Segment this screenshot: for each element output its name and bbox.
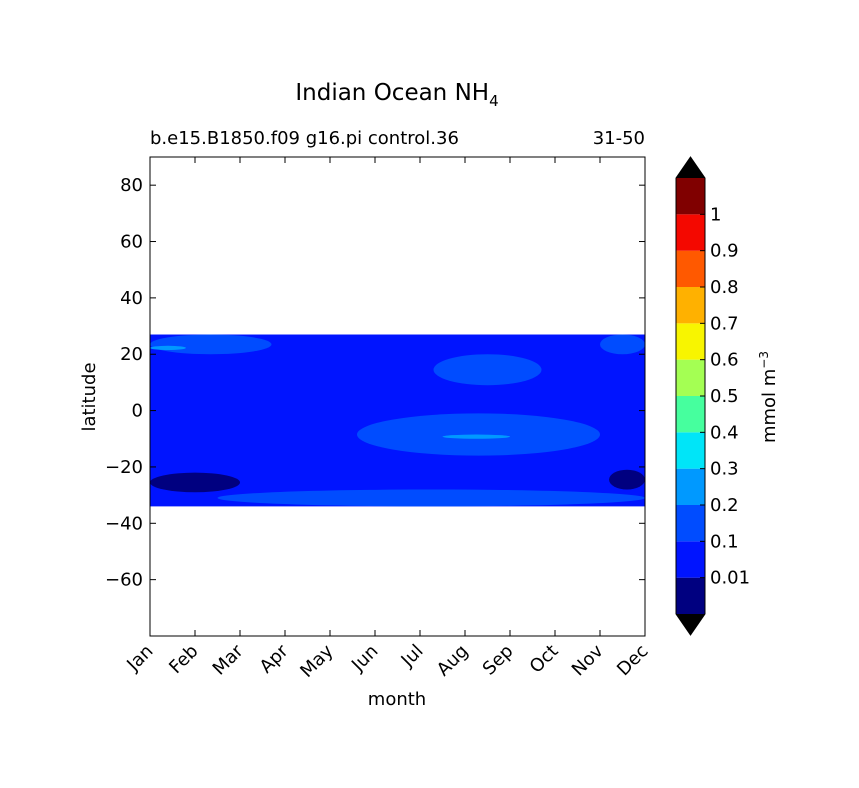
x-tick-label: Sep xyxy=(479,641,518,680)
x-tick-label: Jul xyxy=(397,641,428,672)
x-tick-label: Apr xyxy=(256,640,293,677)
colorbar-tick-label: 0.6 xyxy=(710,350,739,371)
y-axis: 80 60 40 20 0 −20 −40 −60 xyxy=(105,175,645,591)
y-tick-label: 0 xyxy=(132,401,143,422)
x-tick-label: Dec xyxy=(613,641,652,680)
colorbar-tick-label: 1 xyxy=(710,204,721,225)
colorbar-tick-label: 0.5 xyxy=(710,386,739,407)
y-tick-label: 60 xyxy=(120,232,143,253)
chart-title: Indian Ocean NH4 xyxy=(295,80,498,110)
colorbar-segment xyxy=(676,287,705,324)
colorbar-label: mmol m−3 xyxy=(757,351,780,443)
colorbar-segment xyxy=(676,505,705,542)
x-axis-label: month xyxy=(368,689,426,710)
colorbar-label-sup: −3 xyxy=(757,351,771,369)
y-tick-label: −40 xyxy=(105,513,143,534)
contour-equatorial-patch xyxy=(357,413,600,456)
colorbar-extend-min xyxy=(676,614,705,635)
colorbar-outline xyxy=(675,156,706,636)
y-tick-label: 80 xyxy=(120,175,143,196)
colorbar-extend-max xyxy=(676,157,705,178)
colorbar: 0.01 0.1 0.2 0.3 0.4 0.5 0.6 0.7 0.8 0.9 1 xyxy=(675,156,750,636)
x-tick-label: Jan xyxy=(122,641,157,676)
x-tick-label: May xyxy=(296,640,337,681)
plot-area xyxy=(150,334,645,507)
colorbar-segment xyxy=(676,396,705,433)
colorbar-segment xyxy=(676,178,705,215)
chart-title-sub: 4 xyxy=(489,92,499,110)
colorbar-segment xyxy=(676,214,705,251)
contour-high-lat-band xyxy=(150,334,272,355)
contour-jan-hot xyxy=(150,345,186,351)
contour-se-low xyxy=(609,469,645,490)
contour-dec-north xyxy=(600,334,645,355)
colorbar-segment xyxy=(676,432,705,469)
x-tick-label: Nov xyxy=(568,640,608,680)
colorbar-tick-label: 0.3 xyxy=(710,459,739,480)
colorbar-label-main: mmol m xyxy=(759,369,780,443)
colorbar-segment xyxy=(676,541,705,578)
contour-north-patch xyxy=(433,354,542,386)
y-tick-label: 20 xyxy=(120,344,143,365)
x-tick-label: Oct xyxy=(526,641,563,678)
colorbar-segment xyxy=(676,250,705,287)
chart-title-main: Indian Ocean NH xyxy=(295,80,489,106)
chart-subtitle-right: 31-50 xyxy=(593,128,645,149)
colorbar-tick-label: 0.2 xyxy=(710,495,739,516)
colorbar-segment xyxy=(676,323,705,360)
colorbar-tick-label: 0.8 xyxy=(710,277,739,298)
chart-subtitle-left: b.e15.B1850.f09 g16.pi control.36 xyxy=(150,128,459,149)
contour-sw-low xyxy=(150,472,240,493)
y-tick-label: 40 xyxy=(120,288,143,309)
contour-south-band xyxy=(217,489,645,507)
colorbar-segment xyxy=(676,577,705,614)
colorbar-tick-label: 0.7 xyxy=(710,313,739,334)
colorbar-segment xyxy=(676,468,705,505)
x-tick-label: Aug xyxy=(433,641,473,681)
x-tick-label: Jun xyxy=(347,641,382,676)
x-tick-label: Mar xyxy=(209,640,248,679)
contour-aug-hot xyxy=(442,434,510,439)
y-tick-label: −20 xyxy=(105,457,143,478)
colorbar-segment xyxy=(676,359,705,396)
colorbar-tick-label: 0.4 xyxy=(710,422,739,443)
plot-frame xyxy=(149,156,646,637)
colorbar-tick-label: 0.9 xyxy=(710,241,739,262)
y-tick-label: −60 xyxy=(105,570,143,591)
colorbar-tick-label: 0.1 xyxy=(710,531,739,552)
colorbar-tick-label: 0.01 xyxy=(710,568,750,589)
x-tick-label: Feb xyxy=(165,641,202,678)
y-axis-label: latitude xyxy=(79,362,100,431)
